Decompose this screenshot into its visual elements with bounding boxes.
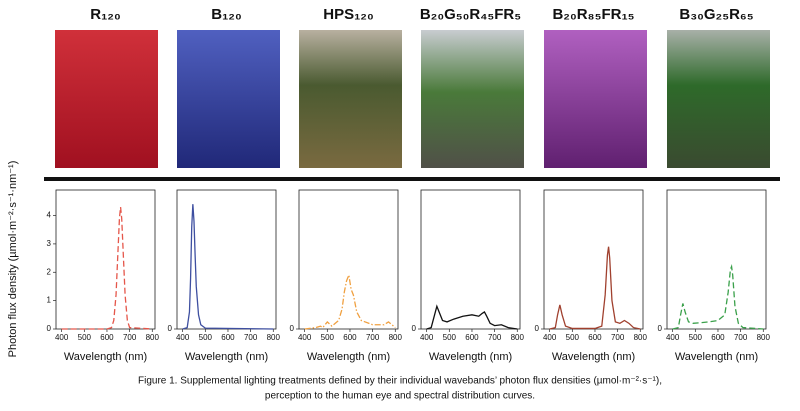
photo <box>421 30 524 168</box>
x-axis-label: Wavelength (nm) <box>64 351 147 363</box>
y-tick-label: 0 <box>290 324 295 333</box>
divider <box>44 177 780 181</box>
x-tick-label: 500 <box>199 333 213 342</box>
x-tick-label: 700 <box>123 333 137 342</box>
x-tick-label: 400 <box>420 333 434 342</box>
x-axis-label: Wavelength (nm) <box>552 351 635 363</box>
x-tick-label: 700 <box>244 333 258 342</box>
y-tick-label: 0 <box>168 324 173 333</box>
x-tick-label: 600 <box>465 333 479 342</box>
x-tick-label: 400 <box>543 333 557 342</box>
caption: Figure 1. Supplemental lighting treatmen… <box>138 376 662 387</box>
chart-title: HPS₁₂₀ <box>323 6 373 23</box>
spectrum-line <box>672 264 764 330</box>
y-tick-label: 1 <box>47 296 52 305</box>
plot-frame <box>55 189 156 330</box>
x-tick-label: 500 <box>566 333 580 342</box>
x-axis-label: Wavelength (nm) <box>429 351 512 363</box>
y-tick-label: 0 <box>535 324 540 333</box>
photo <box>667 30 770 168</box>
photo <box>177 30 280 168</box>
x-tick-label: 500 <box>321 333 335 342</box>
x-tick-label: 600 <box>588 333 602 342</box>
x-tick-label: 400 <box>176 333 190 342</box>
spectrum-line <box>182 204 274 330</box>
y-tick-label: 4 <box>47 211 52 220</box>
x-tick-label: 400 <box>298 333 312 342</box>
x-tick-label: 800 <box>634 333 648 342</box>
spectrum-line <box>549 246 641 330</box>
x-tick-label: 700 <box>366 333 380 342</box>
x-tick-label: 800 <box>146 333 160 342</box>
chart-title: B₃₀G₂₅R₆₅ <box>679 6 753 23</box>
x-tick-label: 800 <box>511 333 525 342</box>
y-tick-label: 0 <box>412 324 417 333</box>
x-tick-label: 600 <box>343 333 357 342</box>
x-tick-label: 700 <box>488 333 502 342</box>
photo <box>544 30 647 168</box>
spectrum-line <box>61 206 153 330</box>
caption: perception to the human eye and spectral… <box>265 391 535 402</box>
photo <box>299 30 402 168</box>
photo <box>55 30 158 168</box>
spectrum-line <box>304 272 396 330</box>
y-tick-label: 3 <box>47 239 52 248</box>
x-tick-label: 400 <box>666 333 680 342</box>
x-tick-label: 700 <box>734 333 748 342</box>
x-tick-label: 600 <box>221 333 235 342</box>
x-tick-label: 400 <box>55 333 69 342</box>
plot-frame <box>176 189 277 330</box>
x-tick-label: 500 <box>78 333 92 342</box>
x-axis-label: Wavelength (nm) <box>185 351 268 363</box>
plot-frame <box>666 189 767 330</box>
chart-title: B₂₀G₅₀R₄₅FR₅ <box>420 6 521 23</box>
y-tick-label: 2 <box>47 267 52 276</box>
y-axis-label: Photon flux density (µmol·m⁻²·s⁻¹·nm⁻¹) <box>7 161 19 358</box>
x-axis-label: Wavelength (nm) <box>675 351 758 363</box>
x-axis-label: Wavelength (nm) <box>307 351 390 363</box>
y-tick-label: 0 <box>47 324 52 333</box>
x-tick-label: 800 <box>389 333 403 342</box>
photos <box>55 30 770 168</box>
x-tick-label: 800 <box>757 333 771 342</box>
chart-title: B₁₂₀ <box>211 6 241 23</box>
plot-frame <box>420 189 521 330</box>
chart-title: R₁₂₀ <box>90 6 120 23</box>
x-tick-label: 500 <box>443 333 457 342</box>
plot-frame <box>298 189 399 330</box>
chart-title: B₂₀R₈₅FR₁₅ <box>552 6 634 23</box>
x-tick-label: 600 <box>100 333 114 342</box>
x-tick-label: 600 <box>711 333 725 342</box>
spectrum-line <box>426 304 518 330</box>
y-tick-label: 0 <box>658 324 663 333</box>
x-tick-label: 800 <box>267 333 281 342</box>
x-tick-label: 700 <box>611 333 625 342</box>
x-tick-label: 500 <box>689 333 703 342</box>
